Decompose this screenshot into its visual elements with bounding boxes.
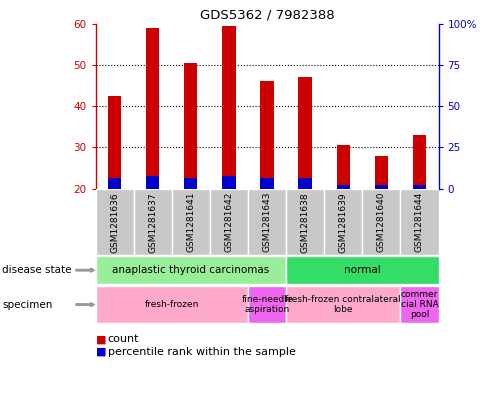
- FancyBboxPatch shape: [96, 189, 134, 255]
- Text: GSM1281636: GSM1281636: [110, 192, 119, 253]
- Bar: [222, 176, 236, 189]
- Text: specimen: specimen: [2, 299, 53, 310]
- Text: count: count: [108, 334, 139, 344]
- Text: normal: normal: [344, 265, 381, 275]
- Title: GDS5362 / 7982388: GDS5362 / 7982388: [200, 8, 334, 21]
- FancyBboxPatch shape: [286, 256, 439, 285]
- Text: GSM1281644: GSM1281644: [415, 192, 424, 252]
- Bar: [337, 184, 350, 189]
- FancyBboxPatch shape: [362, 189, 400, 255]
- Bar: [260, 178, 274, 189]
- FancyBboxPatch shape: [96, 256, 286, 285]
- Bar: [184, 63, 197, 189]
- Text: GSM1281643: GSM1281643: [263, 192, 271, 252]
- Text: percentile rank within the sample: percentile rank within the sample: [108, 347, 295, 357]
- Bar: [108, 178, 122, 189]
- Bar: [375, 156, 388, 189]
- Text: GSM1281639: GSM1281639: [339, 192, 348, 253]
- Bar: [146, 28, 159, 189]
- Text: GSM1281637: GSM1281637: [148, 192, 157, 253]
- Bar: [375, 184, 388, 189]
- Bar: [413, 184, 426, 189]
- Text: GSM1281640: GSM1281640: [377, 192, 386, 252]
- FancyBboxPatch shape: [400, 189, 439, 255]
- FancyBboxPatch shape: [286, 286, 400, 323]
- Bar: [298, 77, 312, 189]
- Bar: [108, 96, 122, 189]
- Text: disease state: disease state: [2, 265, 72, 275]
- Bar: [222, 26, 236, 189]
- Text: fresh-frozen: fresh-frozen: [145, 300, 199, 309]
- FancyBboxPatch shape: [96, 286, 248, 323]
- Text: fine-needle
aspiration: fine-needle aspiration: [241, 295, 293, 314]
- Bar: [298, 178, 312, 189]
- FancyBboxPatch shape: [134, 189, 172, 255]
- Bar: [260, 81, 274, 189]
- Text: fresh-frozen contralateral
lobe: fresh-frozen contralateral lobe: [286, 295, 401, 314]
- Text: ■: ■: [96, 334, 106, 344]
- FancyBboxPatch shape: [400, 286, 439, 323]
- FancyBboxPatch shape: [210, 189, 248, 255]
- Bar: [337, 145, 350, 189]
- Text: commer
cial RNA
pool: commer cial RNA pool: [401, 290, 439, 320]
- Text: GSM1281638: GSM1281638: [301, 192, 310, 253]
- Text: GSM1281641: GSM1281641: [186, 192, 196, 252]
- Text: GSM1281642: GSM1281642: [224, 192, 233, 252]
- FancyBboxPatch shape: [248, 189, 286, 255]
- FancyBboxPatch shape: [286, 189, 324, 255]
- Bar: [146, 176, 159, 189]
- Text: ■: ■: [96, 347, 106, 357]
- Bar: [184, 178, 197, 189]
- FancyBboxPatch shape: [172, 189, 210, 255]
- Bar: [413, 135, 426, 189]
- Text: anaplastic thyroid carcinomas: anaplastic thyroid carcinomas: [112, 265, 270, 275]
- FancyBboxPatch shape: [248, 286, 286, 323]
- FancyBboxPatch shape: [324, 189, 362, 255]
